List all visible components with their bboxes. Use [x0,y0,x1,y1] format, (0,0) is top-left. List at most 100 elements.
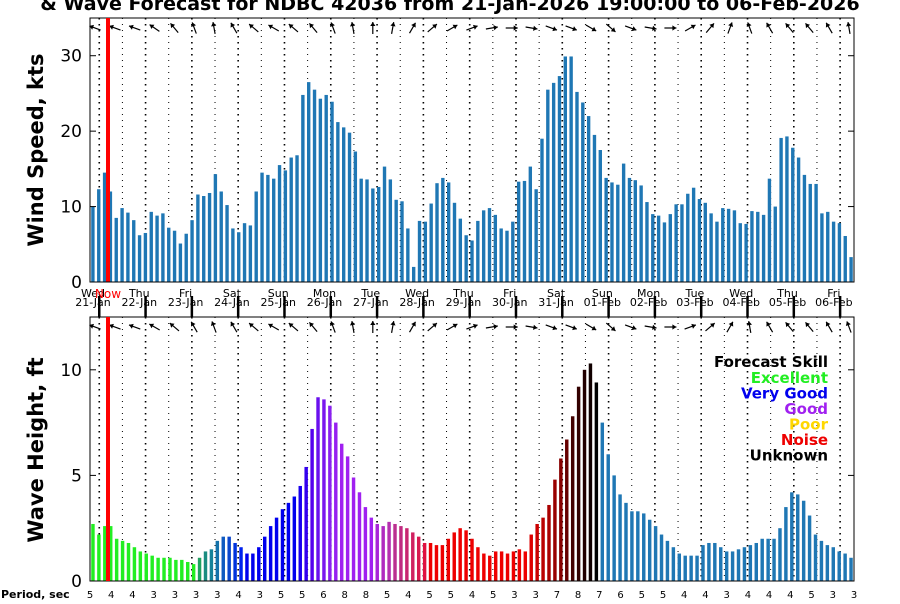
direction-arrow [128,323,141,330]
period-tick-label: 6 [320,590,326,600]
arrow-head [533,324,538,330]
bar [377,186,381,282]
bar [499,228,503,282]
bar [653,526,658,581]
bar [353,151,358,282]
direction-arrow [805,23,814,33]
wave-height-panel: 0 5 10 Wave Height, ft Forecast Skill Exce… [24,316,855,592]
period-tick-label: 5 [384,590,390,600]
bar [516,181,521,282]
bar [381,526,385,581]
bar [464,530,468,581]
bar [686,193,690,282]
date-label: 24-Jan [214,296,250,309]
date-label: 29-Jan [446,296,482,309]
arrow-head [249,323,254,328]
bar [750,211,754,282]
arrow-head [452,323,458,329]
bar [642,513,646,581]
arrow-head [473,323,478,329]
direction-arrow [505,324,518,330]
wind-direction-arrows [89,21,852,35]
arrow-head [631,325,637,331]
bar [393,523,397,581]
bar [149,211,153,282]
arrow-head [652,324,657,330]
arrow-head [533,25,538,31]
bar [312,89,317,282]
period-axis-label: Period, sec [1,588,70,600]
date-label: 01-Feb [584,296,621,309]
bar [621,163,626,282]
direction-arrow [605,23,616,33]
period-tick-label: 4 [702,590,708,600]
y-tick-label: 30 [60,47,82,67]
bar [837,223,842,282]
bar [365,179,369,282]
bar [559,458,563,581]
bar [174,559,178,581]
arrow-head [825,22,831,28]
wave-plot-frame [89,316,855,582]
day-of-week-label: Thu [452,287,474,300]
bar [446,538,451,581]
bar [108,191,113,282]
bar [662,222,667,282]
period-tick-label: 4 [129,590,135,600]
bar [505,230,509,282]
bar [594,382,599,581]
direction-arrow [268,323,280,331]
bar [721,208,725,282]
arrow-head [288,323,294,328]
direction-arrow [446,24,458,32]
bar [493,551,498,581]
period-tick-label: 5 [299,590,305,600]
bar [144,553,148,581]
now-marker-wind [106,18,110,282]
bar [683,555,687,581]
bar [843,553,847,581]
period-tick-label: 3 [533,590,539,600]
bar [541,517,545,581]
arrow-head [710,323,715,328]
period-tick-label: 6 [617,590,623,600]
day-of-week-label: Mon [637,287,660,300]
wave-height-bars [91,363,853,581]
bar [126,212,130,282]
bar [263,536,267,581]
period-tick-label: 3 [724,590,730,600]
day-of-week-label: Fri [827,287,840,300]
date-label: 05-Feb [769,296,806,309]
arrow-head [728,22,734,27]
bar [499,551,504,581]
bar [289,157,293,282]
bar [422,542,427,581]
bar [155,215,159,282]
bar [697,199,702,282]
arrow-head [268,24,274,30]
bar [730,551,735,581]
bar [709,213,713,282]
arrow-head [370,22,376,26]
bar [630,511,634,581]
arrow-head [452,24,458,30]
arrow-head [149,323,155,329]
direction-arrow [644,324,657,330]
bar [481,210,486,282]
bar [767,178,772,282]
direction-arrow [466,24,478,31]
bar [756,211,760,282]
direction-arrow [505,25,518,31]
bar [636,511,640,581]
bar [535,523,539,581]
bar [778,528,782,581]
arrow-head [746,321,752,326]
y-tick-label: 10 [60,198,82,218]
day-of-week-label: Wed [81,287,105,300]
period-tick-label: 4 [108,590,114,600]
period-tick-label: 8 [363,590,369,600]
arrow-head [785,322,791,328]
bar [807,515,812,581]
period-tick-label: 3 [172,590,178,600]
